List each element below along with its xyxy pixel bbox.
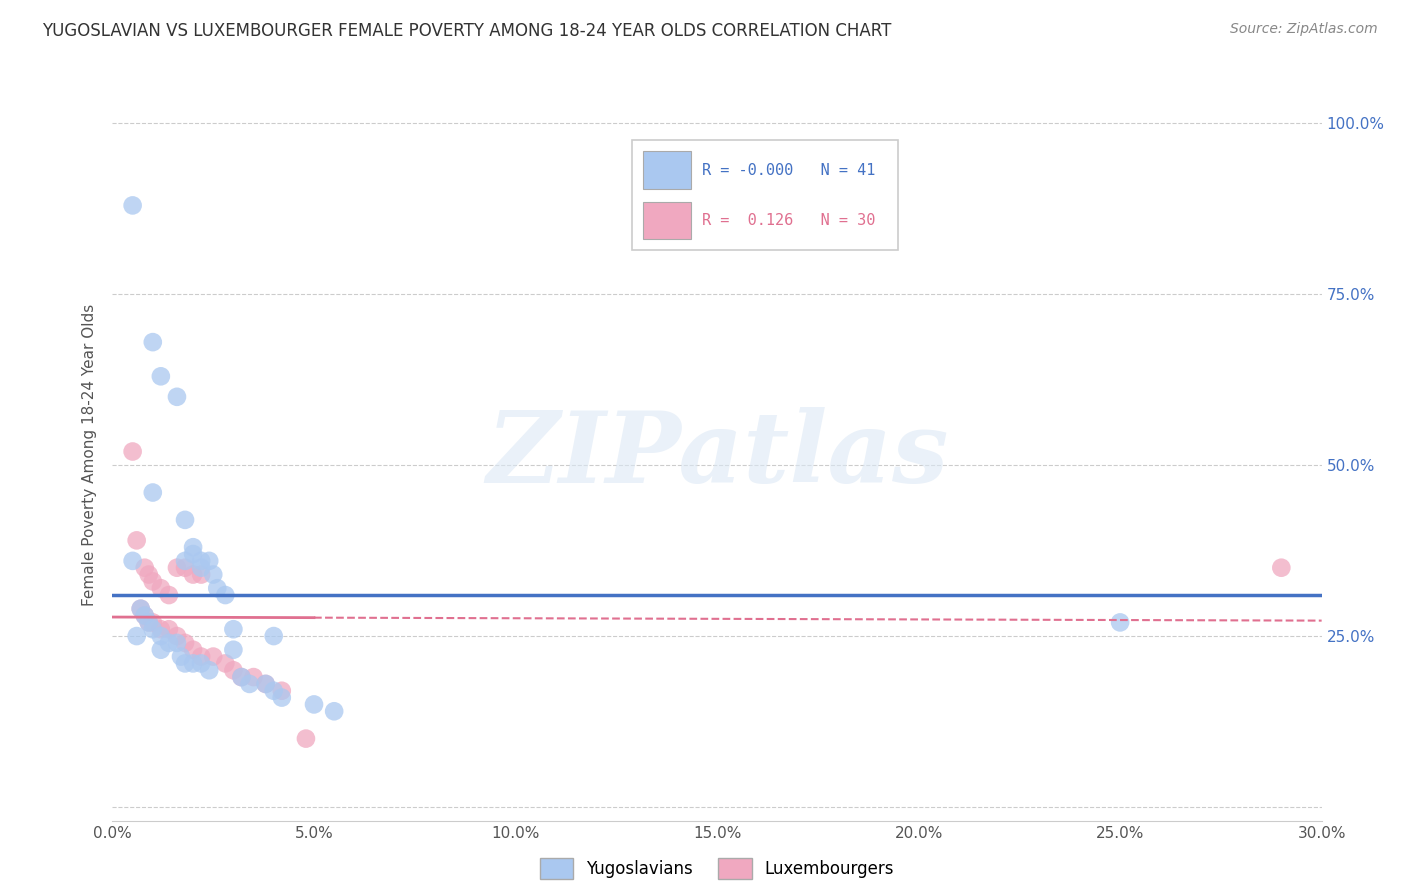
Point <box>134 560 156 574</box>
Point <box>166 560 188 574</box>
Point <box>138 615 160 630</box>
Point <box>142 574 165 589</box>
Point <box>121 554 143 568</box>
Point <box>222 622 245 636</box>
Point <box>231 670 253 684</box>
Point <box>181 657 204 671</box>
Point <box>125 533 148 548</box>
Point <box>214 588 236 602</box>
Point <box>157 622 180 636</box>
Point <box>1109 615 1132 630</box>
Text: YUGOSLAVIAN VS LUXEMBOURGER FEMALE POVERTY AMONG 18-24 YEAR OLDS CORRELATION CHA: YUGOSLAVIAN VS LUXEMBOURGER FEMALE POVER… <box>42 22 891 40</box>
Point <box>181 642 204 657</box>
Point <box>190 560 212 574</box>
Point <box>181 567 204 582</box>
Point <box>263 629 285 643</box>
Y-axis label: Female Poverty Among 18-24 Year Olds: Female Poverty Among 18-24 Year Olds <box>82 304 97 606</box>
Point <box>198 663 221 677</box>
Point <box>174 560 197 574</box>
Point <box>238 677 260 691</box>
Point <box>190 657 212 671</box>
Text: R =  0.126   N = 30: R = 0.126 N = 30 <box>702 213 875 228</box>
Legend: Yugoslavians, Luxembourgers: Yugoslavians, Luxembourgers <box>533 852 901 886</box>
Point <box>254 677 277 691</box>
Point <box>142 485 165 500</box>
Point <box>174 657 197 671</box>
Point <box>231 670 253 684</box>
Point <box>295 731 318 746</box>
Point <box>157 588 180 602</box>
Point <box>254 677 277 691</box>
Point <box>174 636 197 650</box>
Point <box>270 683 292 698</box>
Point <box>190 649 212 664</box>
Text: Source: ZipAtlas.com: Source: ZipAtlas.com <box>1230 22 1378 37</box>
Text: R = -0.000   N = 41: R = -0.000 N = 41 <box>702 162 875 178</box>
Point <box>121 198 143 212</box>
Point <box>138 567 160 582</box>
Point <box>149 369 172 384</box>
Point <box>149 622 172 636</box>
Point <box>149 581 172 595</box>
Point <box>149 629 172 643</box>
Point <box>302 698 325 712</box>
FancyBboxPatch shape <box>633 140 898 250</box>
Point <box>134 608 156 623</box>
Point <box>270 690 292 705</box>
Bar <box>643 202 690 239</box>
Point <box>166 636 188 650</box>
Point <box>198 554 221 568</box>
Point <box>142 622 165 636</box>
Point <box>129 601 152 615</box>
Point <box>214 657 236 671</box>
Point <box>138 615 160 630</box>
Point <box>181 540 204 554</box>
Point <box>190 554 212 568</box>
Bar <box>643 152 690 189</box>
Point <box>190 567 212 582</box>
Point <box>242 670 264 684</box>
Point <box>134 608 156 623</box>
Point <box>166 390 188 404</box>
Point <box>181 547 204 561</box>
Point <box>263 683 285 698</box>
Point <box>125 629 148 643</box>
Point <box>121 444 143 458</box>
Point <box>202 649 225 664</box>
Point <box>202 567 225 582</box>
Point <box>142 615 165 630</box>
Point <box>174 554 197 568</box>
Point <box>157 636 180 650</box>
Text: ZIPatlas: ZIPatlas <box>486 407 948 503</box>
Point <box>166 629 188 643</box>
Point <box>174 513 197 527</box>
Point <box>207 581 229 595</box>
Point <box>222 663 245 677</box>
Point <box>129 601 152 615</box>
Point <box>1270 560 1292 574</box>
Point <box>170 649 193 664</box>
Point <box>323 704 346 718</box>
Point <box>142 335 165 350</box>
Point <box>222 642 245 657</box>
Point <box>149 642 172 657</box>
